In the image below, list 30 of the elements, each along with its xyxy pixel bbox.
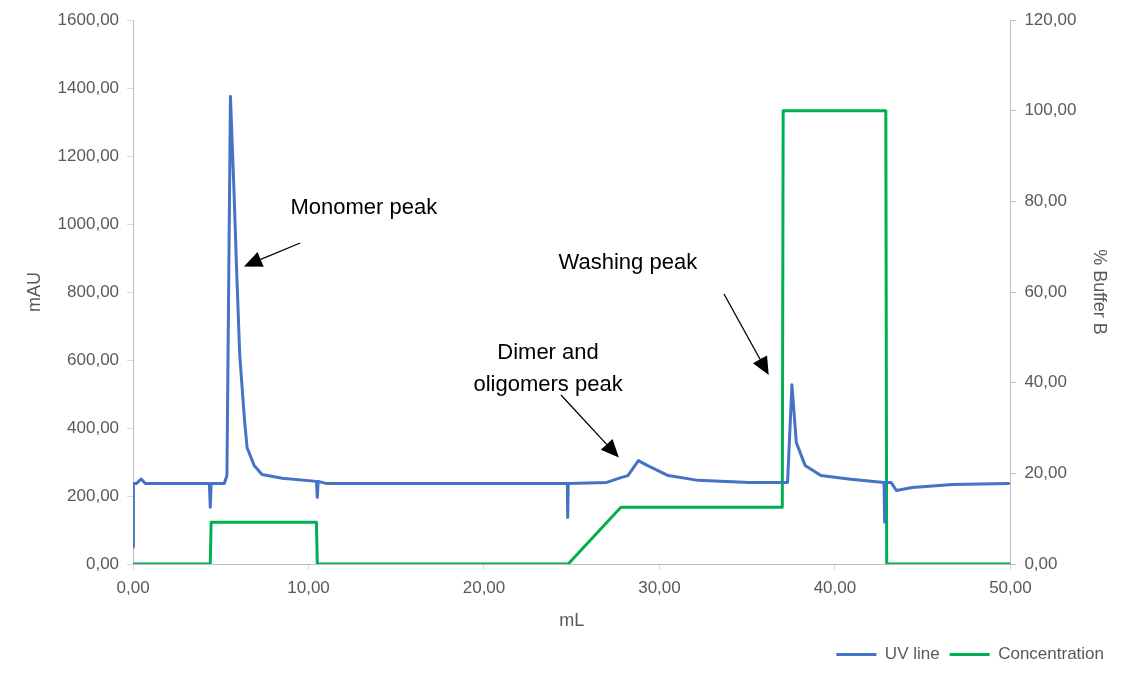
x-tick-label: 50,00 bbox=[989, 577, 1032, 597]
y-tick-label: 400,00 bbox=[67, 417, 120, 437]
legend-label: UV line bbox=[884, 644, 940, 664]
y2-tick-label: 100,00 bbox=[1024, 100, 1077, 120]
x-tick-label: 20,00 bbox=[462, 577, 506, 597]
x-axis-title: mL bbox=[559, 610, 585, 631]
x-tick-label: 10,00 bbox=[287, 577, 330, 597]
y-tick-label: 200,00 bbox=[67, 485, 120, 505]
annotation: Dimer and oligomers peak bbox=[472, 338, 624, 399]
y2-tick-label: 20,00 bbox=[1024, 463, 1067, 483]
y-tick-label: 1400,00 bbox=[57, 77, 120, 97]
y-tick-label: 600,00 bbox=[67, 349, 120, 369]
x-tick-label: 0,00 bbox=[116, 577, 150, 597]
y2-tick-label: 40,00 bbox=[1024, 372, 1067, 392]
annotation: Washing peak bbox=[557, 247, 699, 276]
y2-tick-label: 80,00 bbox=[1024, 191, 1067, 211]
x-tick-label: 30,00 bbox=[638, 577, 681, 597]
y-tick-label: 0,00 bbox=[85, 553, 120, 573]
y2-tick-label: 0,00 bbox=[1024, 553, 1058, 573]
y-tick-label: 1000,00 bbox=[57, 213, 120, 233]
legend-label: Concentration bbox=[998, 644, 1104, 664]
y-tick-label: 800,00 bbox=[67, 281, 120, 301]
y2-axis-title: % Buffer B bbox=[1090, 249, 1111, 335]
annotation: Monomer peak bbox=[289, 193, 439, 222]
x-tick-label: 40,00 bbox=[813, 577, 857, 597]
y2-tick-label: 120,00 bbox=[1024, 9, 1077, 29]
y2-tick-label: 60,00 bbox=[1024, 281, 1067, 301]
y-tick-label: 1200,00 bbox=[57, 145, 120, 165]
y-axis-title: mAU bbox=[23, 272, 44, 312]
y-tick-label: 1600,00 bbox=[57, 9, 120, 29]
